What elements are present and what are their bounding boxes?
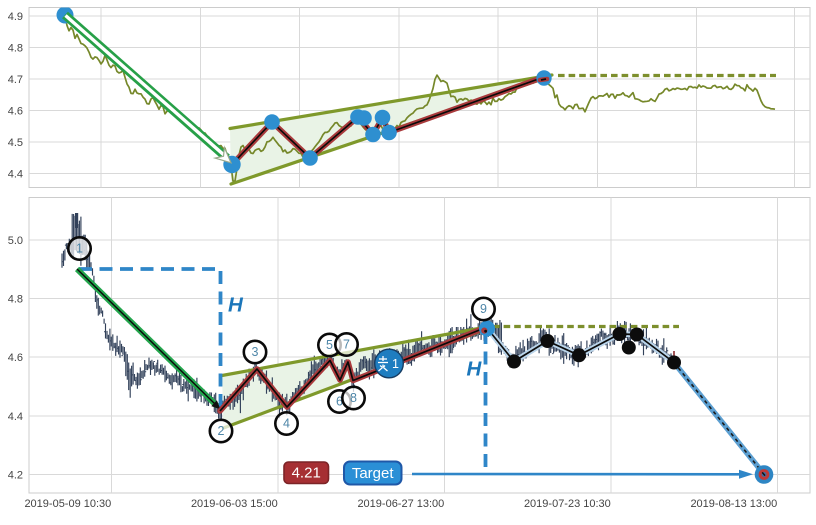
svg-text:4.21: 4.21 bbox=[292, 465, 321, 482]
svg-text:3: 3 bbox=[252, 345, 259, 359]
svg-text:8: 8 bbox=[350, 391, 357, 405]
svg-text:4.5: 4.5 bbox=[8, 137, 23, 149]
svg-text:4.8: 4.8 bbox=[8, 294, 23, 306]
svg-text:1: 1 bbox=[392, 357, 399, 371]
svg-text:9: 9 bbox=[480, 302, 487, 316]
svg-text:Target: Target bbox=[352, 465, 395, 482]
svg-text:4.4: 4.4 bbox=[8, 169, 23, 181]
svg-text:5: 5 bbox=[326, 338, 333, 352]
svg-text:4: 4 bbox=[283, 417, 290, 431]
svg-text:4.8: 4.8 bbox=[8, 43, 23, 55]
svg-text:4.2: 4.2 bbox=[8, 470, 23, 482]
svg-text:4.4: 4.4 bbox=[8, 411, 23, 423]
svg-text:4.9: 4.9 bbox=[8, 11, 23, 23]
svg-text:H: H bbox=[467, 357, 483, 380]
svg-text:4.7: 4.7 bbox=[8, 74, 23, 86]
svg-text:H: H bbox=[228, 294, 244, 317]
svg-text:7: 7 bbox=[343, 338, 350, 352]
svg-text:2: 2 bbox=[218, 424, 225, 438]
svg-text:2019-08-13 13:00: 2019-08-13 13:00 bbox=[690, 498, 777, 510]
svg-text:5.0: 5.0 bbox=[8, 235, 23, 247]
svg-text:4.6: 4.6 bbox=[8, 352, 23, 364]
svg-text:2019-05-09 10:30: 2019-05-09 10:30 bbox=[24, 498, 111, 510]
svg-text:4.6: 4.6 bbox=[8, 106, 23, 118]
svg-text:1: 1 bbox=[76, 242, 83, 256]
svg-text:2019-06-27 13:00: 2019-06-27 13:00 bbox=[357, 498, 444, 510]
svg-text:2019-06-03 15:00: 2019-06-03 15:00 bbox=[191, 498, 278, 510]
svg-text:2019-07-23 10:30: 2019-07-23 10:30 bbox=[524, 498, 611, 510]
